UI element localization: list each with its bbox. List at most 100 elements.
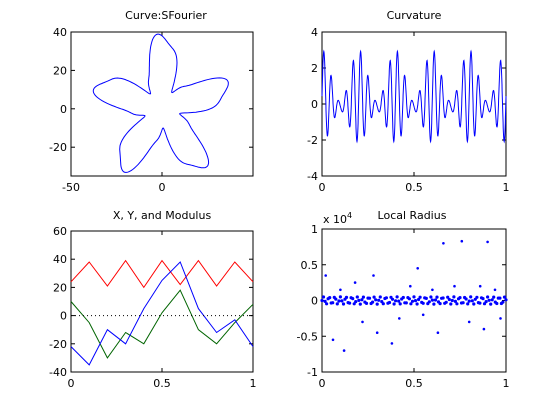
y-tick-label: -20 bbox=[49, 141, 67, 154]
radius-point bbox=[432, 302, 436, 306]
radius-point bbox=[372, 274, 375, 277]
radius-point bbox=[409, 302, 413, 306]
subplot-xy-axes bbox=[70, 230, 254, 373]
radius-point bbox=[378, 295, 382, 299]
radius-point bbox=[482, 327, 486, 331]
radius-point bbox=[331, 338, 335, 342]
radius-point bbox=[334, 297, 338, 301]
radius-point bbox=[387, 300, 392, 305]
radius-point bbox=[489, 302, 493, 306]
radius-point bbox=[478, 284, 482, 288]
x-tick-label: 0 bbox=[319, 181, 326, 194]
exponent-label: x 104 bbox=[323, 211, 352, 226]
subplot-curve: Curve:SFourier -50 0 40 20 0 -20 bbox=[49, 9, 254, 194]
radius-point bbox=[371, 300, 375, 304]
radius-point bbox=[325, 302, 329, 306]
y-tick-label: 1 bbox=[311, 223, 318, 236]
x-tick-label: -50 bbox=[62, 181, 80, 194]
radius-point bbox=[417, 297, 421, 302]
x-tick-label: 0.5 bbox=[153, 377, 171, 390]
radius-point bbox=[452, 295, 456, 299]
radius-point bbox=[435, 295, 439, 299]
radius-point bbox=[394, 299, 398, 303]
radius-point bbox=[355, 295, 359, 299]
subplot-curvature: Curvature 0 0.5 1 4 2 0 -2 -4 bbox=[307, 9, 509, 194]
radius-point bbox=[367, 296, 372, 300]
radius-point bbox=[364, 301, 369, 305]
radius-point bbox=[449, 302, 453, 306]
radius-point bbox=[323, 299, 327, 303]
radius-point bbox=[481, 297, 485, 301]
radius-point bbox=[460, 239, 464, 243]
radius-point bbox=[501, 300, 505, 304]
radius-point bbox=[472, 302, 476, 306]
radius-point bbox=[486, 240, 489, 244]
subplot-xy-modulus: X, Y, and Modulus 0 0.5 1 60 40 20 0 -20 -40 bbox=[49, 209, 256, 390]
radius-point bbox=[499, 317, 502, 320]
y-tick-label: 2 bbox=[311, 62, 318, 75]
radius-point bbox=[478, 301, 482, 305]
radius-point bbox=[390, 342, 394, 345]
radius-point bbox=[409, 284, 412, 288]
x-tick-label: 0 bbox=[319, 377, 326, 390]
subplot-curvature-title: Curvature bbox=[387, 9, 442, 22]
radius-point bbox=[504, 298, 508, 302]
radius-point bbox=[331, 301, 335, 305]
radius-point bbox=[324, 274, 328, 277]
modulus-line bbox=[70, 259, 254, 289]
radius-point bbox=[475, 295, 479, 299]
radius-point bbox=[433, 298, 438, 302]
y-tick-label: -4 bbox=[307, 170, 318, 183]
radius-point bbox=[358, 302, 362, 306]
y-tick-label: 0.5 bbox=[301, 259, 319, 272]
radius-point bbox=[374, 298, 378, 302]
subplot-curvature-axes bbox=[321, 31, 507, 177]
radius-point bbox=[320, 298, 324, 303]
radius-point bbox=[338, 295, 342, 299]
y-tick-label: 40 bbox=[53, 253, 67, 266]
radius-point bbox=[354, 300, 358, 304]
y-tick-label: 60 bbox=[53, 225, 67, 238]
y-line bbox=[70, 289, 254, 359]
radius-point bbox=[418, 295, 422, 299]
radius-point bbox=[416, 267, 420, 270]
y-tick-label: -0.5 bbox=[297, 330, 318, 343]
radius-point bbox=[390, 297, 395, 301]
y-tick-label: 20 bbox=[53, 64, 67, 77]
radius-point bbox=[339, 288, 342, 292]
subplot-radius-title: Local Radius bbox=[378, 209, 447, 222]
radius-point bbox=[444, 300, 448, 304]
radius-point bbox=[404, 301, 408, 305]
radius-point bbox=[353, 281, 357, 284]
radius-point bbox=[395, 295, 399, 299]
radius-point bbox=[470, 299, 474, 303]
radius-point bbox=[486, 295, 490, 299]
radius-point bbox=[446, 295, 450, 299]
radius-point bbox=[413, 299, 418, 303]
radius-point bbox=[361, 320, 364, 324]
radius-point bbox=[430, 298, 434, 302]
subplot-curve-axes bbox=[70, 31, 254, 177]
y-tick-label: 0 bbox=[311, 98, 318, 111]
radius-point bbox=[453, 284, 456, 288]
radius-point bbox=[498, 296, 502, 300]
radius-point bbox=[398, 317, 401, 320]
y-tick-label: 0 bbox=[60, 310, 67, 323]
y-tick-label: -20 bbox=[49, 338, 67, 351]
radius-point bbox=[341, 302, 346, 306]
radius-point bbox=[502, 295, 507, 299]
radius-point bbox=[467, 299, 471, 303]
curve-line bbox=[92, 33, 229, 173]
radius-point bbox=[427, 300, 431, 304]
radius-point bbox=[351, 297, 355, 301]
radius-point bbox=[372, 295, 376, 299]
radius-point bbox=[438, 302, 442, 306]
radius-point bbox=[490, 298, 494, 302]
radius-point bbox=[424, 296, 428, 300]
radius-point bbox=[436, 331, 440, 335]
radius-point bbox=[377, 298, 381, 302]
radius-point bbox=[397, 299, 401, 303]
subplot-local-radius: Local Radius x 104 0 0.5 1 1 0.5 0 -0.5 -1 bbox=[297, 209, 510, 390]
radius-point bbox=[487, 298, 491, 302]
